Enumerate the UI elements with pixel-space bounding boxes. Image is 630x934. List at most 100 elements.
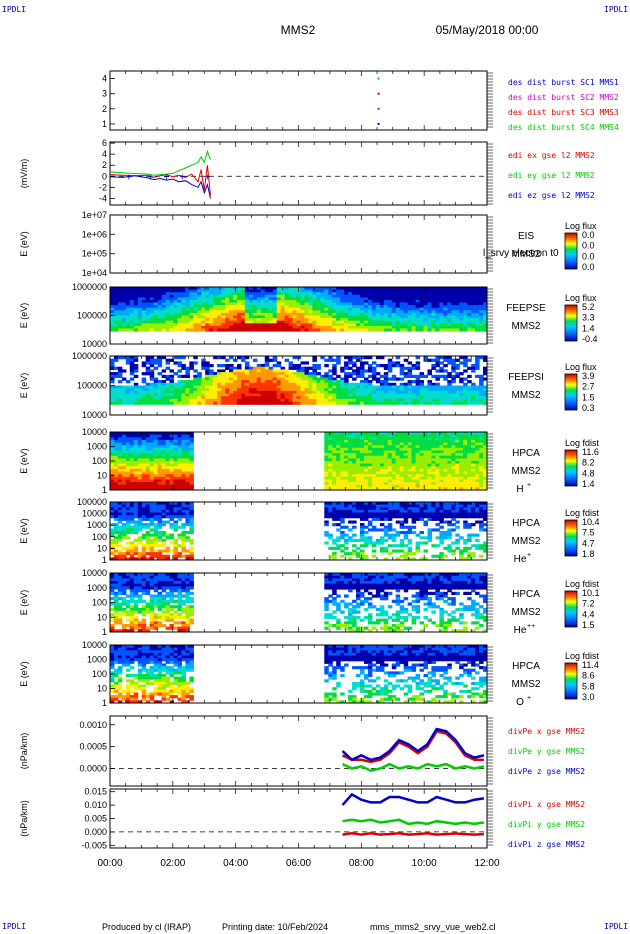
y-tick-label: 10 [97, 612, 107, 622]
y-tick-label: 2 [102, 104, 107, 114]
data-point [377, 107, 380, 110]
y-axis-label: (nPa/km) [19, 733, 29, 770]
spectrogram-cells [110, 287, 488, 332]
spectrogram-cells [110, 502, 488, 561]
y-tick-label: 3 [102, 89, 107, 99]
colorbar [564, 304, 578, 342]
right-axis-ticks [487, 790, 493, 846]
species-label: He [514, 554, 527, 565]
y-tick-label: 10000 [82, 427, 107, 437]
colorbar [564, 373, 578, 411]
y-tick-label: 1000 [87, 442, 107, 452]
data-point [377, 92, 380, 95]
right-axis-ticks [487, 143, 493, 205]
colorbar-tick-label: 8.2 [582, 458, 595, 468]
instrument-label: HPCA [512, 448, 540, 459]
series-line [342, 832, 484, 836]
y-tick-label: 100 [92, 456, 107, 466]
x-minor-ticks [109, 287, 488, 344]
y-tick-label: 100 [92, 598, 107, 608]
x-tick-label: 00:00 [97, 858, 122, 869]
y-tick-label: 1000 [87, 520, 107, 530]
y-axis-label: E (eV) [19, 303, 29, 329]
colorbar-tick-label: 0.0 [582, 241, 595, 251]
series-line [109, 175, 211, 199]
colorbar-tick-label: 2.7 [582, 382, 595, 392]
right-axis-ticks [487, 503, 493, 559]
right-axis-ticks [487, 717, 493, 785]
legend-entry: des dist burst SC1 MMS1 [508, 78, 619, 87]
colorbar-tick-label: 4.4 [582, 609, 595, 619]
data-point [377, 122, 380, 125]
colorbar-title: Log flux [565, 221, 597, 231]
y-tick-label: 0 [102, 171, 107, 181]
y-tick-label: -4 [99, 193, 107, 203]
series-line [341, 792, 485, 806]
colorbar-title: Log fdist [565, 508, 600, 518]
y-tick-label: 10000 [82, 509, 107, 519]
spacecraft-label: MMS2 [512, 249, 541, 260]
colorbar [564, 449, 578, 487]
instrument-label: HPCA [512, 661, 540, 672]
y-tick-label: 10 [97, 471, 107, 481]
y-axis-label: E (eV) [19, 518, 29, 544]
y-tick-label: 6 [102, 138, 107, 148]
y-tick-label: 0.0010 [79, 720, 107, 730]
legend-entry: des dist burst SC2 MMS2 [508, 93, 619, 102]
corner-label-bottom-right: IPDLI [604, 922, 629, 931]
colorbar-tick-label: 1.5 [582, 392, 595, 402]
colorbar-tick-label: 5.2 [582, 302, 595, 312]
corner-label-bottom-left: IPDLI [2, 922, 27, 931]
right-axis-ticks [487, 433, 493, 489]
panel-frame [109, 70, 488, 131]
instrument-label: EIS [518, 231, 534, 242]
y-tick-label: 1000000 [72, 282, 107, 292]
date-title: 05/May/2018 00:00 [436, 23, 539, 37]
colorbar-tick-label: 1.4 [582, 479, 595, 489]
x-tick-label: 04:00 [223, 858, 248, 869]
y-tick-label: 1000 [87, 583, 107, 593]
y-tick-label: 10000 [82, 568, 107, 578]
corner-label-top-left: IPDLI [2, 5, 27, 14]
charge-label: + [527, 482, 531, 489]
legend-entry: divPe z gse MMS2 [508, 767, 585, 776]
y-tick-label: 100000 [77, 497, 107, 507]
spacecraft-label: MMS2 [512, 321, 541, 332]
colorbar-tick-label: 10.1 [582, 588, 600, 598]
x-tick-label: 10:00 [412, 858, 437, 869]
panel-frame [109, 214, 488, 274]
legend-entry: divPi z gse MMS2 [508, 840, 585, 849]
y-tick-label: 4 [102, 74, 107, 84]
y-tick-label: 10000 [82, 640, 107, 650]
y-tick-label: 10 [97, 684, 107, 694]
colorbar-tick-label: 1.5 [582, 620, 595, 630]
y-tick-label: 0.010 [84, 800, 107, 810]
corner-label-top-right: IPDLI [604, 5, 629, 14]
x-tick-label: 08:00 [349, 858, 374, 869]
data-point [377, 77, 380, 80]
panel-frame [109, 715, 488, 787]
data-marker: + [179, 172, 185, 183]
colorbar-title: Log fdist [565, 579, 600, 589]
colorbar-tick-label: 3.0 [582, 692, 595, 702]
spectrogram-cells [110, 432, 488, 491]
instrument-label: HPCA [512, 518, 540, 529]
y-tick-label: 1000 [87, 655, 107, 665]
x-minor-ticks [109, 573, 488, 632]
footer-printing-date: Printing date: 10/Feb/2024 [222, 922, 328, 932]
charge-label: + [527, 552, 531, 559]
y-tick-label: -2 [99, 182, 107, 192]
y-axis-label: (nPa/km) [19, 800, 29, 837]
legend-entry: divPe y gse MMS2 [508, 747, 585, 756]
spacecraft-label: MMS2 [512, 679, 541, 690]
x-minor-ticks [109, 215, 488, 273]
y-axis-label: E (eV) [19, 373, 29, 399]
x-minor-ticks [109, 789, 488, 848]
legend-entry: edi ey gse l2 MMS2 [508, 171, 595, 180]
y-axis-label: E (eV) [19, 231, 29, 257]
y-tick-label: 0.015 [84, 787, 107, 797]
spacecraft-label: MMS2 [512, 607, 541, 618]
colorbar-tick-label: 0.3 [582, 403, 595, 413]
colorbar-title: Log flux [565, 362, 597, 372]
